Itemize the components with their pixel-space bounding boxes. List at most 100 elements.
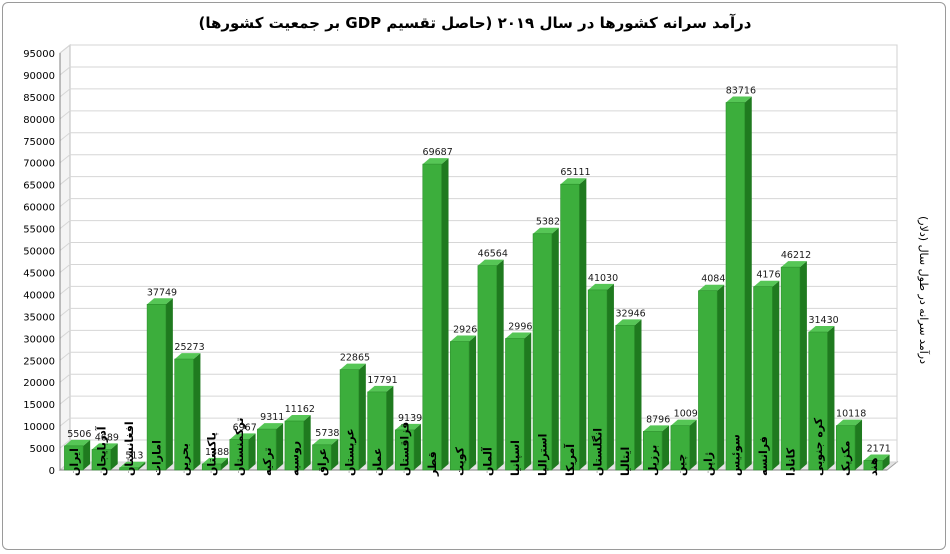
bar-top <box>615 319 642 326</box>
bar-value-label: 1388 <box>205 447 229 458</box>
x-category-label: اسپانیا <box>509 440 522 476</box>
bar <box>229 439 249 471</box>
x-category-label: روسیه <box>288 441 301 476</box>
x-category-label: ترکمنستان <box>233 418 246 476</box>
bar-top <box>91 443 118 450</box>
bar-top <box>643 425 670 432</box>
y-tick-label: 80000 <box>23 115 55 126</box>
bar-value-label: 2926 <box>453 325 477 336</box>
bar-value-label: 5506 <box>67 429 91 440</box>
y-tick-label: 95000 <box>23 49 55 60</box>
bar-value-label: 2996 <box>508 321 532 332</box>
bar-side <box>772 280 780 470</box>
x-category-label: امارات <box>150 440 163 476</box>
gridline <box>59 285 897 295</box>
x-category-label: ایتالیا <box>619 447 632 476</box>
bar-side <box>855 419 863 470</box>
bar <box>560 183 580 471</box>
y-tick-label: 20000 <box>23 378 55 389</box>
bar <box>835 425 856 471</box>
gridline <box>59 198 897 208</box>
bar <box>339 369 360 471</box>
bar-side <box>551 227 559 470</box>
gridline <box>59 88 897 98</box>
bar <box>201 463 222 471</box>
gridline <box>59 110 897 120</box>
gridline <box>59 44 897 54</box>
bar-side <box>689 419 697 470</box>
x-category-label: فرانسه <box>757 436 770 476</box>
bar-value-label: 17791 <box>367 375 397 386</box>
y-tick-label: 35000 <box>23 312 55 323</box>
bar-side <box>138 461 146 470</box>
bar-side <box>662 425 670 470</box>
y-tick-label: 85000 <box>23 93 55 104</box>
x-category-label: قزاقستان <box>399 422 412 476</box>
bar-value-label: 46564 <box>478 249 508 260</box>
bar-value-label: 83716 <box>726 86 756 97</box>
gridline <box>59 242 897 251</box>
y-tick-label: 50000 <box>23 247 55 258</box>
bar-top <box>753 280 780 287</box>
x-category-label: افغانستان <box>123 421 136 476</box>
bar-side <box>331 438 339 470</box>
gridline <box>59 154 897 164</box>
y-tick-label: 60000 <box>23 203 55 214</box>
x-category-label: ترکیه <box>261 447 274 476</box>
bar <box>808 331 828 471</box>
bar <box>312 444 332 471</box>
y-tick-label: 45000 <box>23 268 55 279</box>
x-category-label: عربستان <box>343 428 356 476</box>
y-tick-label: 30000 <box>23 334 55 345</box>
bar <box>698 290 718 471</box>
bar-top <box>229 433 256 440</box>
bar <box>725 102 746 471</box>
x-category-label: استرالیا <box>536 434 549 476</box>
bar-value-label: 513 <box>125 451 143 462</box>
bar-value-label: 8796 <box>646 414 670 425</box>
x-category-label: کانادا <box>785 447 798 476</box>
bar-value-label: 41030 <box>588 273 618 284</box>
x-category-label: انگلستان <box>592 428 605 476</box>
bar-top <box>781 261 807 268</box>
bar-value-label: 4176 <box>756 270 780 281</box>
bar-value-label: 1009 <box>674 409 698 420</box>
bar-top <box>312 438 339 445</box>
bar-value-label: 9311 <box>260 412 284 423</box>
gridline <box>59 220 897 229</box>
bar-side <box>469 335 477 470</box>
bar-top <box>670 419 697 426</box>
bar-top <box>257 423 284 430</box>
bar-side <box>441 158 449 470</box>
x-category-label: هند <box>867 458 880 476</box>
bar-value-label: 11162 <box>285 404 315 415</box>
bar-top <box>284 415 311 422</box>
bar-value-label: 4084 <box>701 274 725 285</box>
bar-side <box>165 298 173 470</box>
bar-side <box>827 326 835 470</box>
x-category-label: کویت <box>454 446 467 476</box>
y-tick-label: 10000 <box>23 422 55 433</box>
x-category-label: آذربایجان <box>94 426 108 476</box>
bar-side <box>358 363 366 470</box>
x-category-label: آمریکا <box>563 444 577 476</box>
gridline <box>59 263 897 273</box>
bar-top <box>726 96 752 103</box>
bar-side <box>606 283 614 470</box>
bar-value-label: 10118 <box>836 409 866 420</box>
bar-side <box>276 423 284 470</box>
bar-top <box>450 335 477 342</box>
bar <box>422 163 442 471</box>
plot-left-wall <box>59 43 71 472</box>
bar-side <box>220 457 228 470</box>
bar <box>394 429 415 471</box>
bar-side <box>413 423 421 470</box>
bar <box>587 289 608 471</box>
bar-top <box>698 284 725 291</box>
bar <box>615 325 635 471</box>
bar-value-label: 2171 <box>867 443 891 454</box>
x-category-label: ایران <box>68 448 81 476</box>
y-tick-label: 55000 <box>23 225 55 236</box>
bar-side <box>882 454 890 470</box>
bar-top <box>477 259 504 266</box>
